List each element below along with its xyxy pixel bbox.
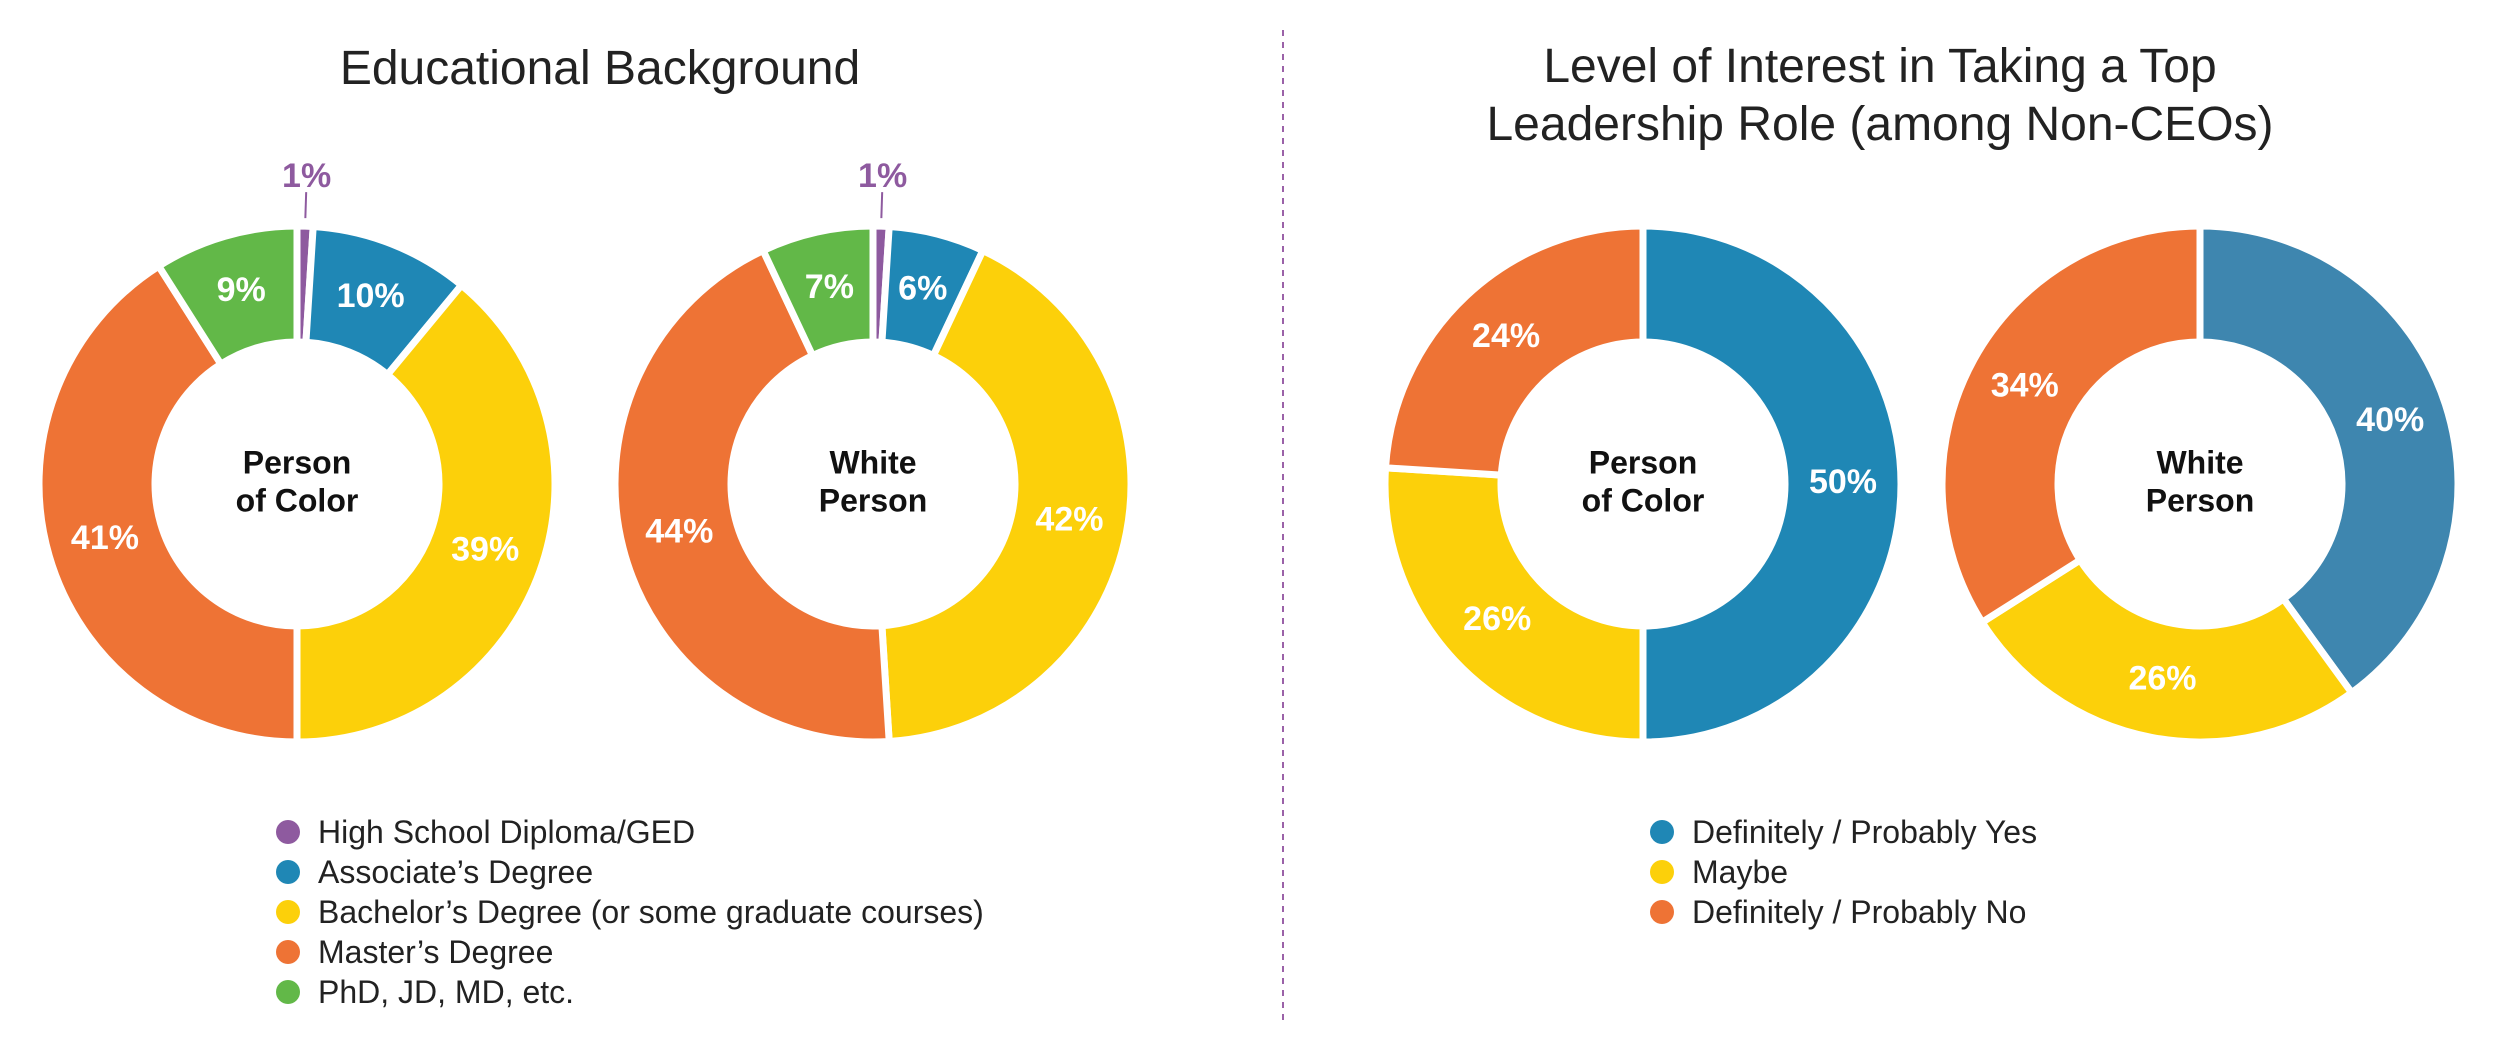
right-legend: Definitely / Probably Yes Maybe Definite… (1650, 812, 2037, 932)
data-label-bachelor-s-degree-or-some-graduate-courses: 39% (451, 531, 519, 569)
legend-item-doctorate: PhD, JD, MD, etc. (276, 972, 984, 1012)
slice-definitely-probably-yes (1639, 222, 1905, 746)
slice-maybe (1977, 555, 2357, 746)
left-legend: High School Diploma/GED Associate’s Degr… (276, 812, 984, 1012)
right-title-line-2: Leadership Role (among Non-CEOs) (1486, 98, 2274, 151)
center-label-line-1: White (829, 444, 916, 480)
data-label-associate-s-degree: 6% (898, 269, 947, 307)
data-label-maybe: 26% (1463, 600, 1531, 638)
data-label-definitely-probably-no: 24% (1472, 317, 1540, 355)
legend-swatch (276, 900, 300, 924)
center-label-line-2: of Color (236, 482, 359, 518)
slice-master-s-degree (35, 261, 301, 746)
legend-label: Associate’s Degree (318, 853, 594, 890)
data-label-master-s-degree: 44% (645, 513, 713, 551)
data-label-definitely-probably-yes: 40% (2356, 401, 2424, 439)
legend-item-no: Definitely / Probably No (1650, 892, 2037, 932)
right-title-line-1: Level of Interest in Taking a Top (1543, 40, 2217, 93)
slice-phd-jd-md-etc (153, 222, 301, 369)
center-label-line-1: Person (243, 444, 351, 480)
data-label-definitely-probably-yes: 50% (1809, 463, 1877, 501)
slice-phd-jd-md-etc (758, 222, 877, 361)
data-label-high-school-diploma-ged: 1% (282, 157, 331, 195)
left-panel-title: Educational Background (339, 42, 861, 95)
data-label-associate-s-degree: 10% (337, 277, 405, 315)
legend-item-bachelors: Bachelor’s Degree (or some graduate cour… (276, 892, 984, 932)
legend-label: PhD, JD, MD, etc. (318, 973, 575, 1010)
legend-swatch (276, 860, 300, 884)
legend-label: Definitely / Probably No (1692, 893, 2027, 930)
slice-master-s-degree (611, 245, 893, 746)
legend-swatch (276, 940, 300, 964)
slice-maybe (1381, 464, 1647, 746)
data-label-bachelor-s-degree-or-some-graduate-courses: 42% (1035, 500, 1103, 538)
data-label-high-school-diploma-ged: 1% (858, 157, 907, 195)
center-label-line-2: of Color (1582, 482, 1705, 518)
legend-swatch (1650, 900, 1674, 924)
legend-label: Bachelor’s Degree (or some graduate cour… (318, 893, 984, 930)
data-label-maybe: 26% (2128, 659, 2196, 697)
data-label-phd-jd-md-etc: 7% (805, 268, 854, 306)
slice-bachelor-s-degree-or-some-graduate-courses (878, 245, 1135, 746)
slice-definitely-probably-no (1381, 222, 1647, 479)
center-label-line-2: Person (819, 482, 927, 518)
center-label-line-1: White (2156, 444, 2243, 480)
center-label-line-2: Person (2146, 482, 2254, 518)
legend-label: Definitely / Probably Yes (1692, 813, 2038, 850)
data-label-phd-jd-md-etc: 9% (217, 271, 266, 309)
right-panel-title: Level of Interest in Taking a Top Leader… (1330, 38, 2430, 154)
legend-item-maybe: Maybe (1650, 852, 2037, 892)
legend-swatch (1650, 860, 1674, 884)
data-label-master-s-degree: 41% (71, 519, 139, 557)
legend-label: Maybe (1692, 853, 1789, 890)
slice-bachelor-s-degree-or-some-graduate-courses (293, 280, 559, 746)
center-label-line-1: Person (1589, 444, 1697, 480)
legend-item-masters: Master’s Degree (276, 932, 984, 972)
legend-label: High School Diploma/GED (318, 813, 696, 850)
data-label-definitely-probably-no: 34% (1991, 367, 2059, 405)
legend-item-high-school: High School Diploma/GED (276, 812, 984, 852)
leader-line-high-school-diploma-ged (304, 192, 308, 219)
legend-swatch (276, 980, 300, 1004)
leader-line-high-school-diploma-ged (880, 192, 884, 219)
slice-definitely-probably-yes (2196, 222, 2462, 698)
legend-item-associates: Associate’s Degree (276, 852, 984, 892)
slice-definitely-probably-no (1938, 222, 2204, 628)
legend-item-yes: Definitely / Probably Yes (1650, 812, 2037, 852)
legend-swatch (1650, 820, 1674, 844)
legend-swatch (276, 820, 300, 844)
legend-label: Master’s Degree (318, 933, 554, 970)
